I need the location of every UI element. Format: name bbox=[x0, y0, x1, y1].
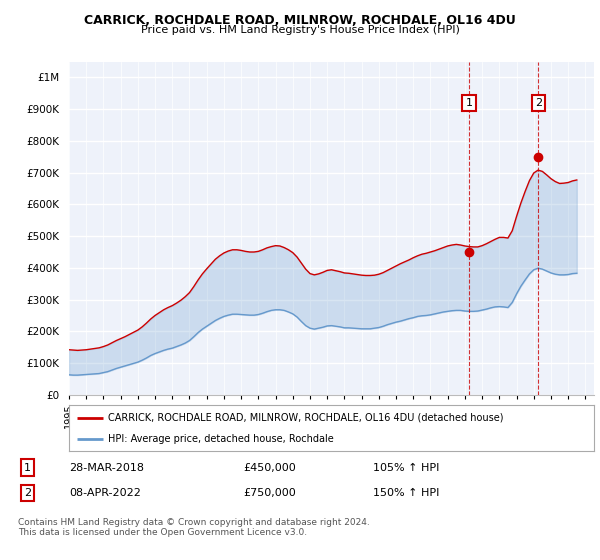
Text: 1: 1 bbox=[466, 98, 473, 108]
Text: 2: 2 bbox=[535, 98, 542, 108]
Text: 105% ↑ HPI: 105% ↑ HPI bbox=[373, 463, 440, 473]
Text: 28-MAR-2018: 28-MAR-2018 bbox=[69, 463, 144, 473]
Text: 1: 1 bbox=[23, 463, 31, 473]
Text: £450,000: £450,000 bbox=[244, 463, 296, 473]
Text: CARRICK, ROCHDALE ROAD, MILNROW, ROCHDALE, OL16 4DU: CARRICK, ROCHDALE ROAD, MILNROW, ROCHDAL… bbox=[84, 14, 516, 27]
Text: 08-APR-2022: 08-APR-2022 bbox=[69, 488, 140, 498]
Text: Price paid vs. HM Land Registry's House Price Index (HPI): Price paid vs. HM Land Registry's House … bbox=[140, 25, 460, 35]
Text: HPI: Average price, detached house, Rochdale: HPI: Average price, detached house, Roch… bbox=[109, 435, 334, 444]
Text: £750,000: £750,000 bbox=[244, 488, 296, 498]
Text: Contains HM Land Registry data © Crown copyright and database right 2024.
This d: Contains HM Land Registry data © Crown c… bbox=[18, 518, 370, 538]
Text: CARRICK, ROCHDALE ROAD, MILNROW, ROCHDALE, OL16 4DU (detached house): CARRICK, ROCHDALE ROAD, MILNROW, ROCHDAL… bbox=[109, 413, 504, 423]
Text: 150% ↑ HPI: 150% ↑ HPI bbox=[373, 488, 440, 498]
Text: 2: 2 bbox=[23, 488, 31, 498]
